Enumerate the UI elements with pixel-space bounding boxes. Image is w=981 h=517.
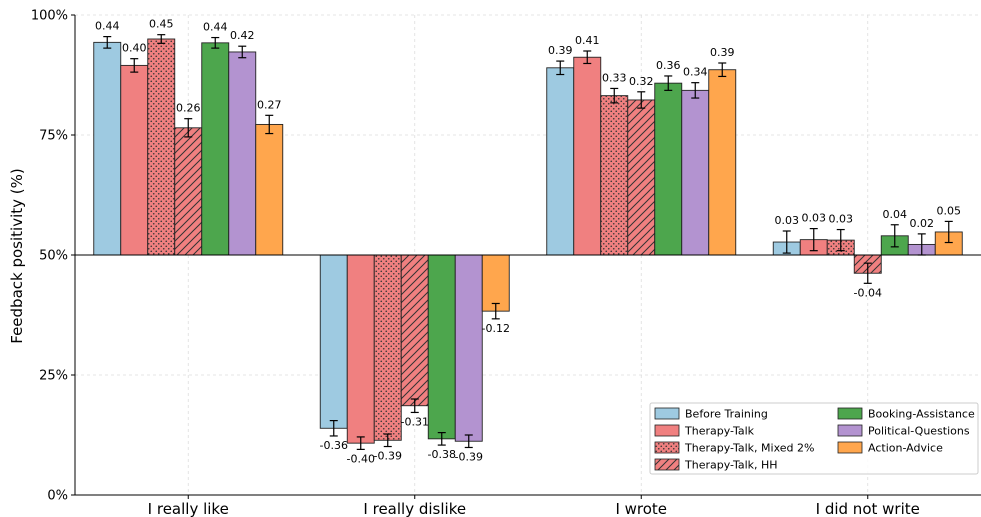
bar [228, 51, 257, 256]
data-label: 0.34 [683, 66, 708, 79]
legend: Before Training Therapy-Talk Therapy-Talk,… [649, 402, 979, 475]
legend-entry: Therapy-Talk, HH [684, 459, 778, 472]
bar [255, 123, 284, 256]
x-tick-label: I really dislike [363, 500, 466, 517]
bar [147, 38, 176, 256]
legend-entry: Therapy-Talk [684, 425, 755, 438]
bar [573, 56, 602, 256]
y-tick-label: 25% [39, 369, 68, 384]
data-label: 0.45 [149, 18, 174, 31]
data-label: -0.38 [428, 448, 456, 461]
bar [546, 67, 575, 256]
bar [681, 89, 710, 256]
bar [600, 95, 629, 256]
data-label: 0.03 [775, 214, 800, 227]
legend-entry: Therapy-Talk, Mixed 2% [684, 442, 814, 455]
data-label: 0.27 [257, 98, 282, 111]
data-label: 0.03 [829, 213, 854, 226]
data-label: 0.33 [602, 71, 627, 84]
data-label: 0.05 [937, 204, 962, 217]
legend-entry: Booking-Assistance [868, 408, 975, 421]
data-label: -0.31 [401, 415, 429, 428]
bar [400, 254, 429, 407]
y-tick-label: 50% [39, 249, 68, 264]
bar [174, 127, 203, 256]
data-label: 0.40 [122, 42, 147, 55]
data-label: 0.26 [176, 102, 201, 115]
data-label: 0.44 [95, 20, 120, 33]
legend-swatch [654, 407, 680, 420]
legend-swatch [654, 441, 680, 454]
data-label: -0.39 [455, 450, 483, 463]
data-labels: 0.44 -0.36 0.39 0.03 0.40 -0.40 0.41 0.03 0.45 -0… [95, 18, 961, 466]
legend-entry: Before Training [685, 408, 768, 421]
data-label: 0.04 [883, 208, 908, 221]
bar [346, 254, 375, 444]
data-label: 0.36 [656, 59, 681, 72]
y-tick-label: 100% [31, 9, 68, 24]
data-label: 0.41 [575, 34, 600, 47]
bar [454, 254, 483, 442]
bar [373, 254, 402, 441]
legend-swatch [837, 407, 863, 420]
y-tick-label: 75% [39, 129, 68, 144]
x-tick-label: I wrote [615, 500, 667, 517]
data-label: 0.39 [548, 44, 573, 57]
bars [93, 34, 963, 450]
data-label: -0.39 [374, 450, 402, 463]
bar [120, 64, 149, 256]
data-label: 0.39 [710, 46, 735, 59]
data-label: 0.03 [802, 212, 827, 225]
data-label: 0.42 [230, 29, 255, 42]
legend-box [649, 402, 979, 475]
bar [319, 254, 348, 429]
bar [627, 99, 656, 256]
bar [481, 254, 510, 312]
bar [708, 69, 737, 256]
data-label: -0.40 [347, 452, 375, 465]
legend-swatch [837, 441, 863, 454]
legend-swatch [654, 458, 680, 471]
data-label: -0.36 [320, 439, 348, 452]
x-tick-label: I did not write [816, 500, 920, 517]
y-tick-label: 0% [47, 489, 68, 504]
bar [654, 82, 683, 256]
legend-entry: Action-Advice [868, 442, 943, 455]
data-label: 0.02 [910, 217, 935, 230]
bar [201, 42, 230, 256]
axes: 0% 25% 50% 75% 100% I really like I really dis… [31, 9, 981, 517]
bar [93, 41, 122, 256]
data-label: 0.32 [629, 75, 654, 88]
legend-entry: Political-Questions [868, 425, 970, 438]
x-tick-label: I really like [148, 500, 229, 517]
data-label: -0.04 [854, 286, 882, 299]
bar [427, 254, 456, 440]
data-label: 0.44 [203, 21, 228, 34]
y-axis-title: Feedback positivity (%) [8, 168, 26, 343]
legend-swatch [837, 424, 863, 437]
legend-swatch [654, 424, 680, 437]
data-label: -0.12 [482, 322, 510, 335]
